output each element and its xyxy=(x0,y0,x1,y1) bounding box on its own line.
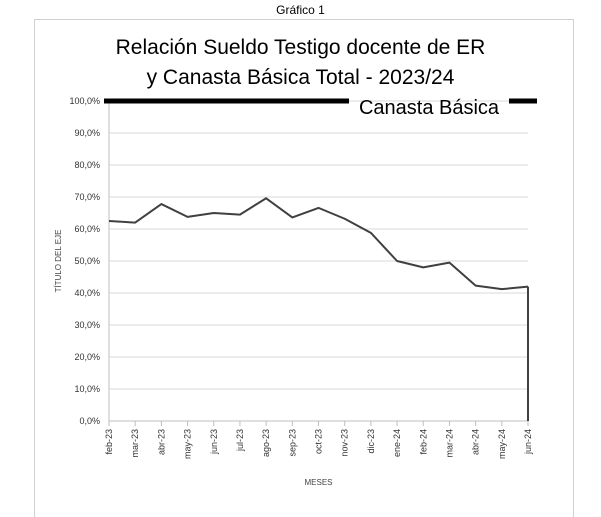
chart-title-line-1: Relación Sueldo Testigo docente de ER xyxy=(115,36,486,59)
y-tick-label: 40,0% xyxy=(74,288,100,298)
series-line xyxy=(108,197,529,291)
x-tick-label: jun-23 xyxy=(209,429,219,455)
y-axis-label: TÍTULO DEL EJE xyxy=(54,230,63,293)
axes xyxy=(108,101,529,426)
x-tick-label: feb-24 xyxy=(418,429,428,455)
x-tick-label: abr-24 xyxy=(471,429,481,455)
y-tick-label: 20,0% xyxy=(74,352,100,362)
x-tick-label: feb-23 xyxy=(104,429,114,455)
x-tick-label: nov-23 xyxy=(340,429,350,457)
y-tick-label: 10,0% xyxy=(74,384,100,394)
y-tick-label: 0,0% xyxy=(79,416,100,426)
reference-line-group: Canasta Básica xyxy=(104,97,537,119)
x-tick-label: ago-23 xyxy=(261,429,271,457)
reference-line-label: Canasta Básica xyxy=(359,97,500,119)
y-tick-label: 100,0% xyxy=(69,96,100,106)
chart-frame xyxy=(34,19,574,517)
y-tick-labels: 0,0% 10,0% 20,0% 30,0% 40,0% 50,0% 60,0% 70,0% 8… xyxy=(69,96,100,426)
y-tick-label: 60,0% xyxy=(74,224,100,234)
x-tick-label: mar-23 xyxy=(130,429,140,458)
x-tick-label: jul-23 xyxy=(235,429,245,452)
y-tick-label: 50,0% xyxy=(74,256,100,266)
x-tick-label: abr-23 xyxy=(156,429,166,455)
x-tick-label: oct-23 xyxy=(314,429,324,454)
x-tick-labels: feb-23 mar-23 abr-23 may-23 jun-23 jul-23 ago-… xyxy=(104,429,533,459)
series-lines xyxy=(108,197,529,421)
y-tick-label: 80,0% xyxy=(74,160,100,170)
figure-caption: Gráfico 1 xyxy=(276,3,325,17)
gridlines xyxy=(109,100,528,422)
y-tick-label: 30,0% xyxy=(74,320,100,330)
x-axis-label: MESES xyxy=(304,478,332,487)
chart-title-line-2: y Canasta Básica Total - 2023/24 xyxy=(146,66,455,89)
x-tick-label: jun-24 xyxy=(523,429,533,455)
y-tick-label: 90,0% xyxy=(74,128,100,138)
x-tick-label: may-23 xyxy=(183,429,193,459)
chart-title: Relación Sueldo Testigo docente de ER y … xyxy=(0,33,601,93)
x-tick-label: ene-24 xyxy=(392,429,402,457)
x-tick-label: dic-23 xyxy=(366,429,376,454)
y-tick-label: 70,0% xyxy=(74,192,100,202)
x-tick-label: may-24 xyxy=(497,429,507,459)
x-tick-label: sep-23 xyxy=(287,429,297,457)
x-tick-label: mar-24 xyxy=(444,429,454,458)
